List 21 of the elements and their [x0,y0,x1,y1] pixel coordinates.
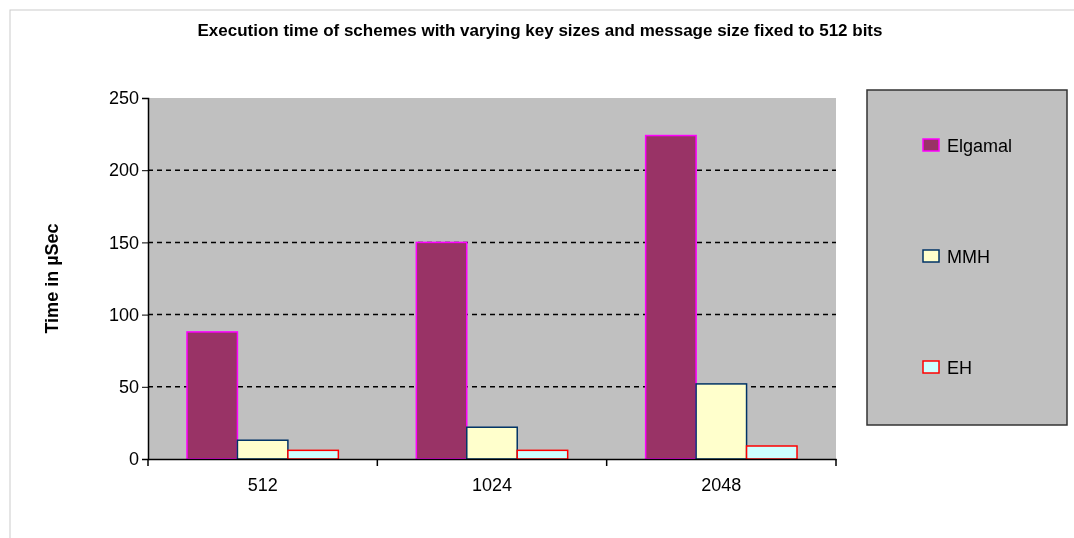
legend-label: MMH [947,247,990,267]
bar [695,383,748,460]
bar [236,439,289,460]
y-tick-label: 200 [108,160,139,181]
legend-label: EH [947,358,973,378]
x-tick-label: 1024 [471,474,513,495]
y-axis-title: Time in µSec [42,223,62,334]
x-tick-label: 512 [247,474,278,495]
legend-label: Elgamal [947,136,1013,156]
chart-title: Execution time of schemes with varying key sizes and message size fixed to 512 bits [197,21,883,40]
y-tick-label: 250 [108,88,139,109]
x-tick-label: 2048 [701,474,742,495]
y-tick-label: 150 [108,232,139,253]
bar [644,134,697,460]
bar [745,445,798,460]
y-tick-label: 100 [108,304,139,325]
y-tick-label: 50 [118,377,139,398]
y-tick-label: 0 [128,449,139,470]
bar [466,426,518,460]
bar [186,331,239,460]
bar [415,241,468,460]
